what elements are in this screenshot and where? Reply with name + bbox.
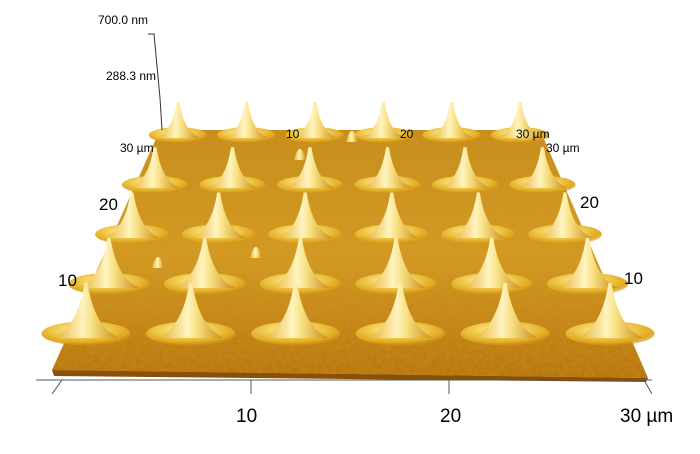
z-axis-mid-label: 288.3 nm: [106, 69, 156, 83]
peak-spike: [156, 102, 200, 138]
back-axis-tick-label-20: 20: [400, 127, 414, 141]
peaks-layer: [41, 102, 655, 346]
peak-spike: [577, 283, 643, 338]
peak-spike: [285, 147, 335, 188]
small-bump: [250, 247, 262, 258]
peak-spike: [208, 147, 257, 188]
peak-spike: [451, 192, 506, 238]
x-axis-tick-label-30: 30 µm: [620, 406, 673, 427]
peak-spike: [498, 102, 542, 138]
peak-spike: [130, 147, 180, 188]
peak-spike: [430, 102, 474, 138]
left-axis-tick-label-10: 10: [58, 271, 77, 290]
peak-spike: [367, 283, 434, 338]
x-axis: 10 20 30 µm: [36, 379, 673, 427]
peak-spike: [174, 237, 235, 288]
left-axis-tick-label-30: 30 µm: [120, 141, 154, 155]
peak-spike: [191, 192, 246, 238]
back-axis-tick-label-10: 10: [286, 127, 300, 141]
peak-spike: [557, 237, 618, 288]
peak-spike: [472, 283, 539, 338]
small-bump: [152, 257, 164, 268]
peak-spike: [461, 237, 522, 288]
x-axis-tick-3: [643, 379, 653, 395]
x-axis-tick-label-20: 20: [440, 406, 461, 427]
left-axis-tick-label-20: 20: [99, 195, 118, 214]
z-axis-max-label: 700.0 nm: [98, 13, 148, 27]
peak-spike: [363, 147, 412, 188]
peak-spike: [157, 283, 224, 338]
peak-spike: [262, 283, 329, 338]
back-axis-tick-label-30: 30 µm: [516, 127, 550, 141]
left-axis: 10 20 30 µm: [58, 141, 154, 290]
peak-spike: [365, 237, 427, 288]
z-axis: 700.0 nm 288.3 nm: [98, 13, 163, 131]
peak-spike: [270, 237, 331, 288]
x-axis-tick-label-10: 10: [236, 406, 257, 427]
right-axis-tick-label-20: 20: [580, 193, 599, 212]
peak-spike: [364, 192, 420, 238]
right-axis-tick-label-10: 10: [624, 269, 643, 288]
x-axis-tick-0: [51, 379, 63, 395]
peak-spike: [293, 102, 337, 138]
peak-spike: [104, 192, 160, 238]
z-axis-line: [148, 33, 163, 131]
small-bump: [346, 131, 358, 142]
peak-spike: [537, 192, 593, 238]
peak-spike: [361, 102, 405, 138]
surface-front-edge: [52, 370, 648, 382]
surface-texture: [52, 130, 648, 378]
peak-spike: [78, 237, 140, 288]
back-axis: 10 20 30 µm: [286, 127, 550, 141]
peak-spike: [277, 192, 333, 238]
peak-spike: [224, 102, 268, 138]
peak-spike: [518, 147, 567, 188]
right-axis-tick-label-30: 30 µm: [546, 141, 580, 155]
peak-spike: [440, 147, 490, 188]
peak-spike: [53, 283, 119, 338]
right-axis: 10 20 30 µm: [546, 141, 643, 288]
small-bump: [294, 149, 306, 160]
